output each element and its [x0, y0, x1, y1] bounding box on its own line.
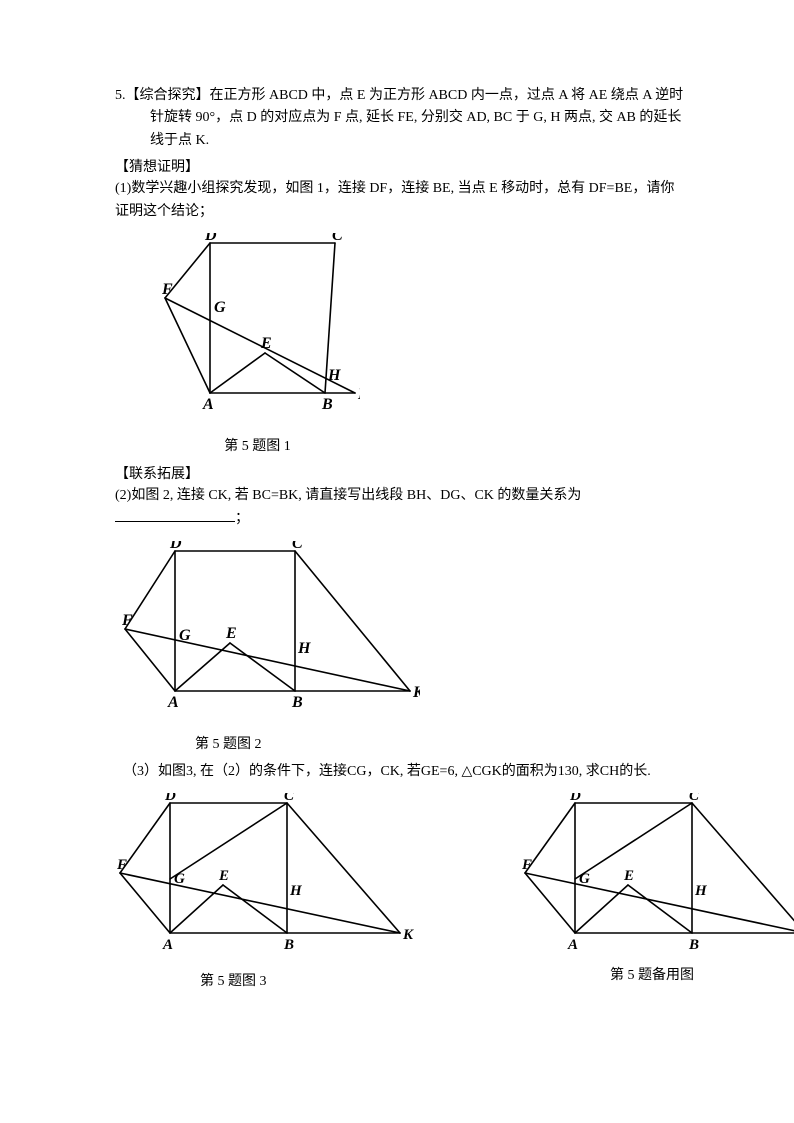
- svg-text:E: E: [225, 625, 237, 642]
- problem-intro: 5.【综合探究】在正方形 ABCD 中，点 E 为正方形 ABCD 内一点，过点…: [115, 85, 684, 152]
- part1-heading: 【猜想证明】: [115, 156, 684, 176]
- svg-text:H: H: [694, 883, 708, 899]
- svg-text:C: C: [689, 793, 700, 804]
- figure-2: D C A B F E G H K: [120, 541, 684, 731]
- svg-text:C: C: [284, 793, 295, 804]
- figure-3: D C A B F E G H K: [115, 793, 500, 968]
- svg-text:E: E: [260, 335, 272, 352]
- svg-text:C: C: [332, 233, 343, 244]
- svg-text:B: B: [321, 396, 333, 413]
- problem-number: 5.: [115, 88, 126, 103]
- svg-text:F: F: [116, 857, 127, 873]
- svg-text:H: H: [327, 367, 341, 384]
- svg-text:A: A: [202, 396, 214, 413]
- intro-content: 在正方形 ABCD 中，点 E 为正方形 ABCD 内一点，过点 A 将 AE …: [150, 88, 683, 148]
- svg-text:A: A: [567, 937, 578, 953]
- figure-1-caption: 第 5 题图 1: [155, 435, 360, 455]
- svg-text:E: E: [218, 868, 229, 884]
- svg-text:K: K: [412, 684, 420, 701]
- figure-1: D C A B F E G HK: [155, 233, 684, 433]
- figure-2-caption: 第 5 题图 2: [120, 733, 495, 753]
- svg-text:H: H: [289, 883, 303, 899]
- svg-text:D: D: [164, 793, 176, 804]
- svg-text:C: C: [292, 541, 303, 552]
- figure-4: DCABFEGHK: [520, 793, 794, 968]
- svg-text:E: E: [623, 868, 634, 884]
- svg-text:D: D: [569, 793, 581, 804]
- intro-tag: 【综合探究】: [126, 88, 210, 103]
- svg-text:G: G: [579, 871, 590, 887]
- part2-heading: 【联系拓展】: [115, 463, 684, 483]
- svg-text:A: A: [162, 937, 173, 953]
- part2-text-before: (2)如图 2, 连接 CK, 若 BC=BK, 请直接写出线段 BH、DG、C…: [115, 488, 581, 503]
- svg-text:G: G: [214, 299, 226, 316]
- figure-3-caption: 第 5 题图 3: [115, 970, 500, 990]
- svg-text:F: F: [121, 612, 133, 629]
- svg-text:F: F: [161, 281, 173, 298]
- svg-text:G: G: [174, 871, 185, 887]
- svg-text:H: H: [297, 640, 311, 657]
- svg-text:D: D: [169, 541, 182, 552]
- svg-text:K: K: [402, 927, 414, 943]
- blank-answer-line: [115, 507, 235, 522]
- svg-text:B: B: [291, 694, 303, 711]
- part2-text-after: ；: [235, 511, 249, 526]
- figure-4-caption: 第 5 题备用图: [520, 964, 794, 984]
- part3-text: （3）如图3, 在（2）的条件下，连接CG，CK, 若GE=6, △CGK的面积…: [123, 761, 684, 783]
- svg-text:B: B: [283, 937, 294, 953]
- part2-text: (2)如图 2, 连接 CK, 若 BC=BK, 请直接写出线段 BH、DG、C…: [115, 485, 684, 531]
- svg-text:F: F: [521, 857, 532, 873]
- svg-text:B: B: [688, 937, 699, 953]
- part1-text: (1)数学兴趣小组探究发现，如图 1，连接 DF，连接 BE, 当点 E 移动时…: [115, 178, 684, 223]
- svg-text:K: K: [357, 386, 360, 403]
- svg-text:D: D: [204, 233, 217, 244]
- svg-text:G: G: [179, 627, 191, 644]
- svg-text:A: A: [167, 694, 179, 711]
